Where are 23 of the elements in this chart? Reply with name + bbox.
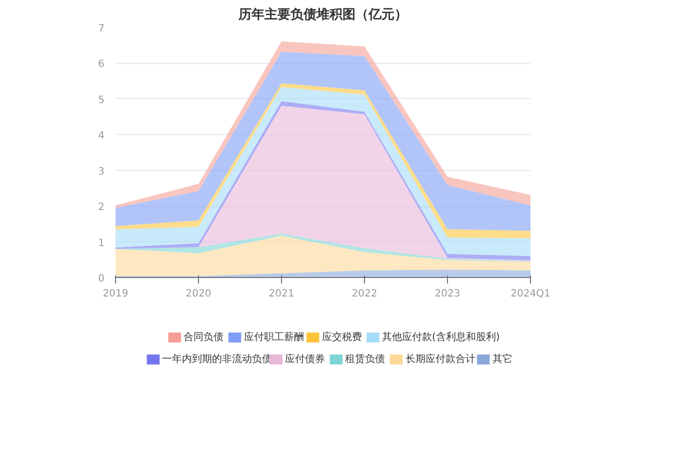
y-tick-label: 6 [98,59,105,70]
legend-label: 应付职工薪酬 [244,331,304,343]
x-tick-label: 2019 [102,288,128,300]
legend-label: 合同负债 [184,331,224,343]
x-tick-label: 2022 [352,288,378,300]
legend-label: 租赁负债 [345,353,386,365]
x-tick-label: 2023 [434,288,460,300]
legend-label: 应付债券 [285,353,326,365]
x-tick-label: 2020 [186,288,212,300]
x-tick-label: 2021 [268,288,294,300]
legend-label: 应交税费 [322,331,362,343]
legend-label: 长期应付款合计 [405,353,476,365]
y-tick-label: 7 [98,24,105,34]
y-tick-label: 5 [98,94,105,106]
y-tick-label: 2 [98,202,105,214]
y-tick-label: 1 [98,238,105,249]
x-tick-label: 2024Q1 [510,288,550,300]
legend-label: 其他应付款(含利息和股利) [382,331,500,343]
chart-title: 历年主要负债堆积图（亿元） [238,6,408,22]
y-tick-label: 4 [98,130,105,142]
y-tick-label: 0 [98,274,105,284]
legend-label: 其它 [492,353,512,365]
y-tick-label: 3 [98,166,105,178]
